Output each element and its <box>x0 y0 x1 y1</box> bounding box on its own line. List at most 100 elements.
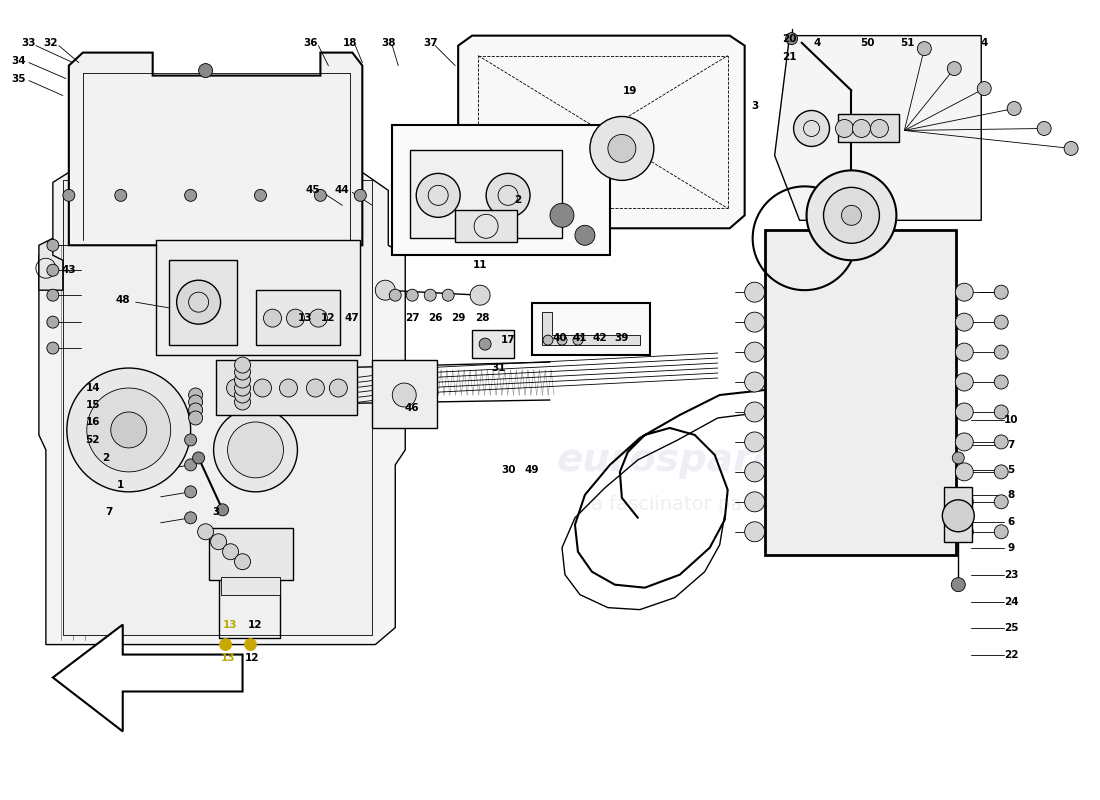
Text: 20: 20 <box>782 34 796 44</box>
Circle shape <box>264 309 282 327</box>
Circle shape <box>185 512 197 524</box>
Text: 13: 13 <box>223 620 238 630</box>
Polygon shape <box>53 625 242 731</box>
Text: 5: 5 <box>1008 465 1015 475</box>
Text: 4: 4 <box>814 38 822 48</box>
Text: 12: 12 <box>245 653 260 662</box>
Circle shape <box>486 174 530 218</box>
Circle shape <box>185 190 197 202</box>
Polygon shape <box>542 312 640 345</box>
Circle shape <box>416 174 460 218</box>
Text: 37: 37 <box>422 38 438 48</box>
Circle shape <box>955 313 974 331</box>
Circle shape <box>213 408 297 492</box>
Circle shape <box>470 285 491 305</box>
Text: 4: 4 <box>980 38 988 48</box>
Circle shape <box>806 170 896 260</box>
Text: 7: 7 <box>1008 440 1015 450</box>
Circle shape <box>177 280 221 324</box>
Circle shape <box>955 493 974 511</box>
Text: 10: 10 <box>1004 415 1019 425</box>
Bar <box>209 528 294 580</box>
Circle shape <box>393 383 416 407</box>
Circle shape <box>234 364 251 380</box>
Circle shape <box>785 33 798 45</box>
Text: a fasciinator parts: a fasciinator parts <box>191 415 368 434</box>
Circle shape <box>1008 102 1021 115</box>
Circle shape <box>955 522 974 541</box>
Circle shape <box>745 372 764 392</box>
Circle shape <box>47 289 59 301</box>
Circle shape <box>222 544 239 560</box>
Text: 18: 18 <box>343 38 358 48</box>
Circle shape <box>977 82 991 95</box>
Text: 12: 12 <box>321 313 336 323</box>
Circle shape <box>254 190 266 202</box>
Circle shape <box>557 335 566 345</box>
Text: 12: 12 <box>249 620 263 630</box>
Text: 2: 2 <box>515 195 521 206</box>
Circle shape <box>994 465 1009 479</box>
Circle shape <box>192 452 205 464</box>
Text: 28: 28 <box>475 313 490 323</box>
Text: 42: 42 <box>593 333 607 343</box>
Circle shape <box>234 554 251 570</box>
Circle shape <box>994 375 1009 389</box>
Text: 19: 19 <box>623 86 637 95</box>
Text: 2: 2 <box>102 453 109 463</box>
Text: 8: 8 <box>1008 490 1015 500</box>
Text: 32: 32 <box>44 38 58 48</box>
Polygon shape <box>459 36 745 228</box>
Circle shape <box>406 289 418 301</box>
Text: 17: 17 <box>500 335 516 345</box>
Text: eurospares: eurospares <box>557 441 803 479</box>
Circle shape <box>575 226 595 246</box>
Circle shape <box>947 62 961 75</box>
Circle shape <box>842 206 861 226</box>
Circle shape <box>793 110 829 146</box>
Text: 47: 47 <box>345 313 360 323</box>
Circle shape <box>227 379 244 397</box>
Circle shape <box>573 335 583 345</box>
Text: 41: 41 <box>573 333 587 343</box>
Circle shape <box>994 525 1009 538</box>
Bar <box>372 360 437 428</box>
Circle shape <box>309 309 328 327</box>
Circle shape <box>329 379 348 397</box>
Circle shape <box>188 403 202 417</box>
Circle shape <box>745 432 764 452</box>
Circle shape <box>198 524 213 540</box>
Text: 30: 30 <box>500 465 515 475</box>
Bar <box>455 210 517 242</box>
Circle shape <box>994 495 1009 509</box>
Circle shape <box>870 119 889 138</box>
Text: 14: 14 <box>86 383 100 393</box>
Circle shape <box>745 402 764 422</box>
Text: 33: 33 <box>22 38 36 48</box>
Bar <box>944 487 972 542</box>
Circle shape <box>745 282 764 302</box>
Circle shape <box>955 373 974 391</box>
Circle shape <box>745 342 764 362</box>
Circle shape <box>955 283 974 301</box>
Circle shape <box>185 434 197 446</box>
Text: 16: 16 <box>86 417 100 427</box>
Text: 27: 27 <box>405 313 419 323</box>
Circle shape <box>188 388 202 402</box>
Text: 21: 21 <box>782 51 796 62</box>
Text: 13: 13 <box>298 313 312 323</box>
Circle shape <box>234 372 251 388</box>
Circle shape <box>824 187 879 243</box>
Text: 11: 11 <box>473 260 487 270</box>
Circle shape <box>852 119 870 138</box>
Circle shape <box>1064 142 1078 155</box>
Circle shape <box>188 395 202 409</box>
Polygon shape <box>69 53 362 246</box>
Text: 48: 48 <box>116 295 130 305</box>
Text: 51: 51 <box>900 38 914 48</box>
Circle shape <box>425 289 437 301</box>
Bar <box>410 150 562 238</box>
Text: a fasciinator parts: a fasciinator parts <box>591 495 768 514</box>
Circle shape <box>955 463 974 481</box>
Bar <box>255 290 340 345</box>
